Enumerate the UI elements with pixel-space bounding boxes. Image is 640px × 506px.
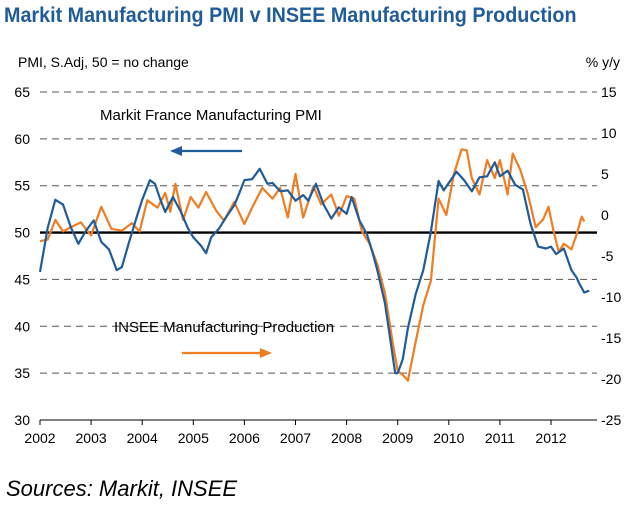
left-tick-label: 65 [14, 84, 30, 100]
right-tick-label: -20 [601, 371, 621, 387]
right-tick-label: -25 [601, 412, 621, 428]
left-tick-label: 60 [14, 131, 30, 147]
annotation-production: INSEE Manufacturing Production [114, 319, 334, 358]
series-line-pmi [38, 161, 590, 375]
source-note: Sources: Markit, INSEE [6, 476, 238, 501]
x-tick-label: 2010 [433, 430, 464, 446]
right-axis-ticks: -25 -20 -15 -10 -5 0 5 10 15 [601, 84, 621, 428]
left-tick-label: 40 [14, 318, 30, 334]
right-tick-label: -15 [601, 330, 621, 346]
x-tick-label: 2004 [127, 430, 158, 446]
x-axis-ticks: 2002 2003 2004 2005 2006 2007 2008 2009 2010 2011… [24, 420, 567, 446]
chart-title: Markit Manufacturing PMI v INSEE Manufac… [4, 4, 577, 27]
annotation-production-arrowhead [260, 348, 272, 358]
annotation-pmi: Markit France Manufacturing PMI [100, 107, 322, 156]
gridlines [40, 91, 597, 374]
x-tick-label: 2008 [331, 430, 362, 446]
annotation-pmi-label: Markit France Manufacturing PMI [100, 107, 322, 124]
right-tick-label: 10 [601, 125, 617, 141]
left-tick-label: 35 [14, 365, 30, 381]
left-tick-label: 30 [14, 412, 30, 428]
right-tick-label: -10 [601, 289, 621, 305]
x-tick-label: 2011 [485, 430, 515, 446]
left-tick-label: 45 [14, 271, 30, 287]
series-line-production [39, 148, 586, 382]
left-tick-label: 55 [14, 178, 30, 194]
x-tick-label: 2009 [382, 430, 413, 446]
x-tick-label: 2012 [535, 430, 566, 446]
x-tick-label: 2007 [280, 430, 311, 446]
right-axis-title: % y/y [585, 54, 620, 70]
right-tick-label: -5 [601, 248, 614, 264]
right-tick-label: 15 [601, 84, 617, 100]
x-tick-label: 2006 [229, 430, 260, 446]
right-tick-label: 0 [601, 207, 609, 223]
annotation-production-label: INSEE Manufacturing Production [114, 319, 334, 336]
x-tick-label: 2002 [24, 430, 55, 446]
left-axis-title: PMI, S.Adj, 50 = no change [18, 54, 189, 70]
right-tick-label: 5 [601, 166, 609, 182]
annotation-pmi-arrowhead [170, 146, 182, 156]
left-axis-ticks: 30 35 40 45 50 55 60 65 [14, 84, 30, 428]
left-tick-label: 50 [14, 225, 30, 241]
x-tick-label: 2005 [178, 430, 209, 446]
x-tick-label: 2003 [76, 430, 107, 446]
